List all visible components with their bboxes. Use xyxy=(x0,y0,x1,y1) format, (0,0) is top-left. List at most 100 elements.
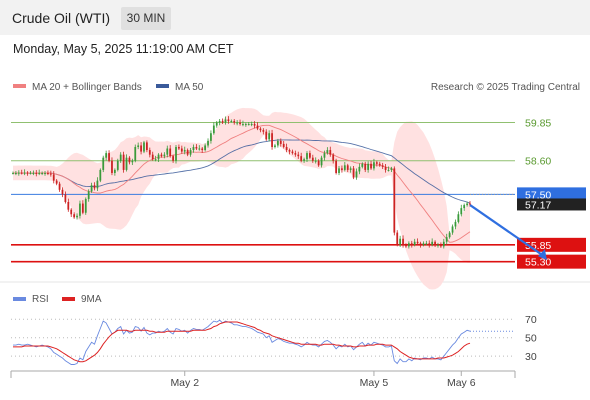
candle xyxy=(244,122,247,127)
candle-body xyxy=(460,208,463,215)
candle-body xyxy=(215,122,218,126)
instrument-title: Crude Oil (WTI) xyxy=(12,10,110,26)
candle-body xyxy=(413,241,416,245)
candle-body xyxy=(384,166,387,170)
candle xyxy=(358,163,361,175)
candle xyxy=(434,240,436,247)
candle-body xyxy=(49,173,52,175)
candle-body xyxy=(84,198,87,213)
candle-body xyxy=(294,153,297,155)
candle-body xyxy=(87,191,90,199)
candle-body xyxy=(422,243,425,245)
candle-body xyxy=(259,128,262,131)
timeframe-button[interactable]: 30 MIN xyxy=(121,7,171,30)
candle-body xyxy=(253,124,256,126)
candle xyxy=(402,235,404,248)
candle xyxy=(370,160,372,170)
candle xyxy=(105,150,108,161)
candle xyxy=(198,145,201,151)
candle-body xyxy=(265,131,268,140)
candle-body xyxy=(210,133,212,141)
candle-body xyxy=(189,150,192,155)
candle-body xyxy=(370,163,372,169)
candle-body xyxy=(218,120,221,123)
candle-body xyxy=(195,146,198,149)
candle xyxy=(55,179,58,186)
candle xyxy=(250,121,253,127)
candle-body xyxy=(390,168,393,170)
candle-body xyxy=(407,243,410,247)
candle xyxy=(113,168,116,176)
candle xyxy=(349,166,352,173)
candle-body xyxy=(163,154,166,157)
candle-body xyxy=(32,172,35,174)
candle xyxy=(148,147,151,158)
candle xyxy=(300,152,303,163)
candle xyxy=(192,144,195,153)
candle-body xyxy=(367,163,370,170)
candle-body xyxy=(102,157,105,170)
candle-body xyxy=(250,124,253,126)
candle xyxy=(23,169,26,176)
candle xyxy=(352,165,355,180)
candle-body xyxy=(122,154,125,170)
candle-body xyxy=(64,194,67,203)
candle xyxy=(166,145,169,158)
candle-body xyxy=(457,214,460,222)
candle xyxy=(58,181,61,192)
candle xyxy=(61,187,64,198)
last-price-tag xyxy=(517,198,586,211)
candle xyxy=(189,148,192,157)
candle-body xyxy=(47,172,49,174)
candle xyxy=(137,142,140,150)
candle-body xyxy=(314,160,317,162)
candle-body xyxy=(227,119,230,121)
candle-body xyxy=(466,203,468,206)
candle xyxy=(233,119,236,125)
candle-body xyxy=(183,150,186,152)
candle-body xyxy=(116,160,119,170)
candle-body xyxy=(198,148,201,150)
candle xyxy=(285,143,288,153)
candle-body xyxy=(416,241,419,244)
candle xyxy=(428,240,431,248)
candle-body xyxy=(148,150,151,155)
candle xyxy=(399,235,402,247)
candle-body xyxy=(332,154,335,161)
candle-body xyxy=(23,172,26,174)
candle-body xyxy=(128,157,131,163)
candle xyxy=(160,152,163,158)
candle-body xyxy=(157,154,160,160)
candle xyxy=(131,158,134,166)
candle-body xyxy=(419,243,422,245)
candle-body xyxy=(26,172,29,174)
candle xyxy=(256,122,259,131)
candle-body xyxy=(90,185,93,192)
candle xyxy=(373,158,375,171)
candle-body xyxy=(445,237,448,242)
candle xyxy=(451,224,454,235)
candle-body xyxy=(341,168,343,170)
candle xyxy=(279,138,282,147)
candle xyxy=(125,154,128,172)
candle xyxy=(186,148,189,157)
candle-body xyxy=(300,156,303,161)
candle xyxy=(466,201,468,207)
candle-body xyxy=(326,150,329,154)
candle xyxy=(346,163,349,173)
candle xyxy=(355,168,358,180)
candle xyxy=(361,162,364,169)
candle xyxy=(419,241,422,248)
legend-bollinger: MA 20 + Bollinger Bands xyxy=(32,82,142,93)
candle-body xyxy=(73,214,76,218)
candle-body xyxy=(262,130,265,132)
candle xyxy=(172,154,174,163)
candle-body xyxy=(140,145,142,152)
candle-body xyxy=(166,148,169,155)
candle-body xyxy=(15,172,17,174)
last-price-label: 57.17 xyxy=(525,199,551,211)
candle xyxy=(454,219,457,230)
candle xyxy=(111,157,113,176)
